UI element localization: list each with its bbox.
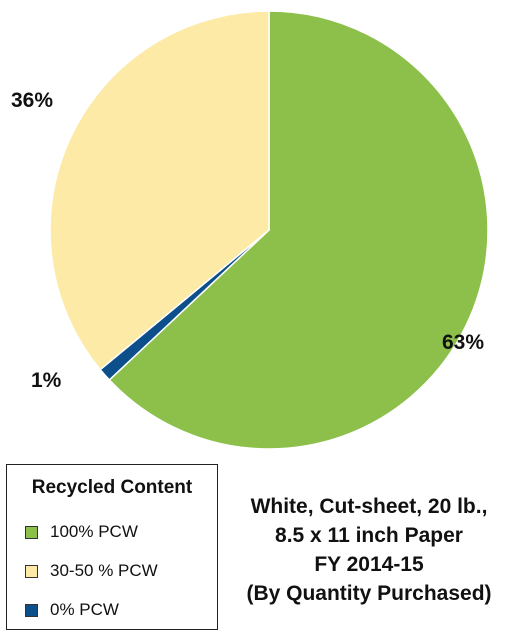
chart-title-line-1: White, Cut-sheet, 20 lb., [250, 495, 488, 518]
slice-label-0-pcw: 1% [31, 369, 62, 392]
chart-title: White, Cut-sheet, 20 lb., 8.5 x 11 inch … [224, 492, 514, 608]
legend-swatch-100-pcw [25, 525, 38, 539]
slice-label-30-50-pcw: 36% [11, 89, 53, 112]
legend-label-100-pcw: 100% PCW [50, 522, 138, 541]
legend-item-0-pcw: 0% PCW [25, 599, 119, 621]
chart-title-line-3: FY 2014-15 [314, 553, 424, 576]
pie-slice-100-pcw [108, 10, 489, 450]
pie-slices [49, 10, 489, 450]
legend: Recycled Content 100% PCW 30-50 % PCW 0%… [6, 464, 218, 630]
legend-item-30-50-pcw: 30-50 % PCW [25, 560, 158, 582]
legend-title: Recycled Content [31, 477, 193, 498]
legend-label-0-pcw: 0% PCW [50, 600, 119, 619]
legend-label-30-50-pcw: 30-50 % PCW [50, 561, 158, 580]
slice-label-100-pcw: 63% [442, 331, 484, 354]
pie-slice-30-50-pcw [49, 10, 270, 371]
legend-item-100-pcw: 100% PCW [25, 521, 138, 543]
legend-swatch-30-50-pcw [25, 564, 38, 578]
legend-swatch-0-pcw [25, 603, 38, 617]
chart-title-line-2: 8.5 x 11 inch Paper [275, 524, 463, 547]
chart-title-line-4: (By Quantity Purchased) [246, 582, 492, 605]
